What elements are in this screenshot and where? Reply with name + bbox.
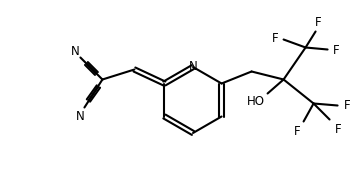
- Text: HO: HO: [247, 95, 265, 108]
- Text: F: F: [335, 123, 342, 136]
- Text: N: N: [76, 110, 85, 123]
- Text: F: F: [344, 99, 351, 112]
- Text: N: N: [189, 61, 197, 74]
- Text: F: F: [272, 32, 279, 45]
- Text: F: F: [294, 125, 301, 138]
- Text: N: N: [71, 45, 80, 58]
- Text: F: F: [333, 44, 340, 57]
- Text: F: F: [315, 16, 322, 29]
